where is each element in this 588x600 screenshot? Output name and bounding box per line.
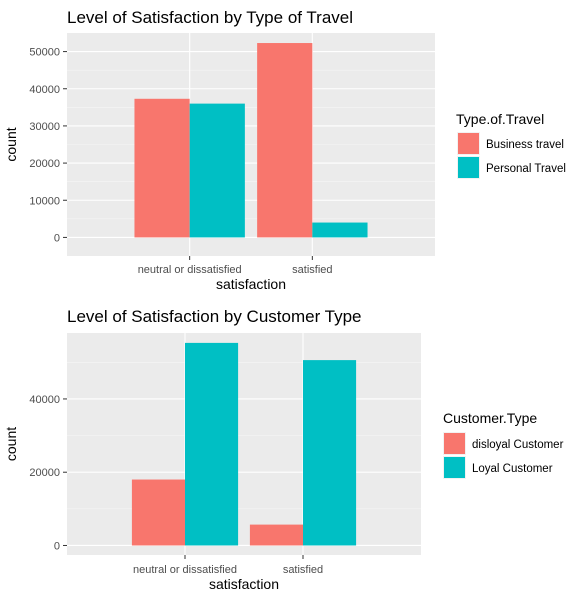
bar	[303, 360, 356, 545]
panel-background	[67, 333, 421, 555]
legend-title: Customer.Type	[443, 410, 537, 426]
bar	[250, 525, 303, 546]
bar	[134, 99, 189, 238]
y-tick-label: 20000	[29, 467, 60, 479]
y-axis-title: count	[3, 127, 19, 161]
y-tick-label: 20000	[29, 158, 60, 170]
y-tick-label: 40000	[29, 84, 60, 96]
x-tick-label: satisfied	[283, 564, 323, 576]
legend-swatch	[458, 133, 479, 154]
legend-label: Personal Travel	[486, 163, 566, 175]
chart-title: Level of Satisfaction by Customer Type	[67, 307, 362, 326]
x-axis-title: satisfaction	[216, 276, 286, 292]
legend-swatch	[444, 433, 465, 454]
y-tick-label: 0	[54, 232, 60, 244]
travel-type-chart: Level of Satisfaction by Type of Travel 0…	[3, 8, 566, 292]
legend-swatch	[444, 457, 465, 478]
x-tick-label: satisfied	[292, 264, 332, 276]
legend-label: disloyal Customer	[472, 439, 564, 451]
bar	[190, 104, 245, 238]
y-tick-label: 0	[54, 540, 60, 552]
x-axis-title: satisfaction	[209, 576, 279, 592]
y-axis-title: count	[3, 427, 19, 461]
bar	[257, 43, 312, 237]
legend-label: Business travel	[486, 139, 564, 151]
y-tick-label: 40000	[29, 394, 60, 406]
y-tick-label: 10000	[29, 195, 60, 207]
bar	[312, 223, 367, 238]
y-tick-label: 50000	[29, 47, 60, 59]
legend-label: Loyal Customer	[472, 463, 553, 475]
x-tick-label: neutral or dissatisfied	[138, 264, 242, 276]
legend-title: Type.of.Travel	[456, 111, 544, 127]
bar	[132, 480, 185, 546]
x-tick-label: neutral or dissatisfied	[133, 564, 237, 576]
bar	[185, 343, 238, 546]
chart-title: Level of Satisfaction by Type of Travel	[67, 8, 353, 27]
customer-type-chart: Level of Satisfaction by Customer Type 0 2…	[3, 307, 564, 592]
y-tick-label: 30000	[29, 121, 60, 133]
legend-swatch	[458, 157, 479, 178]
